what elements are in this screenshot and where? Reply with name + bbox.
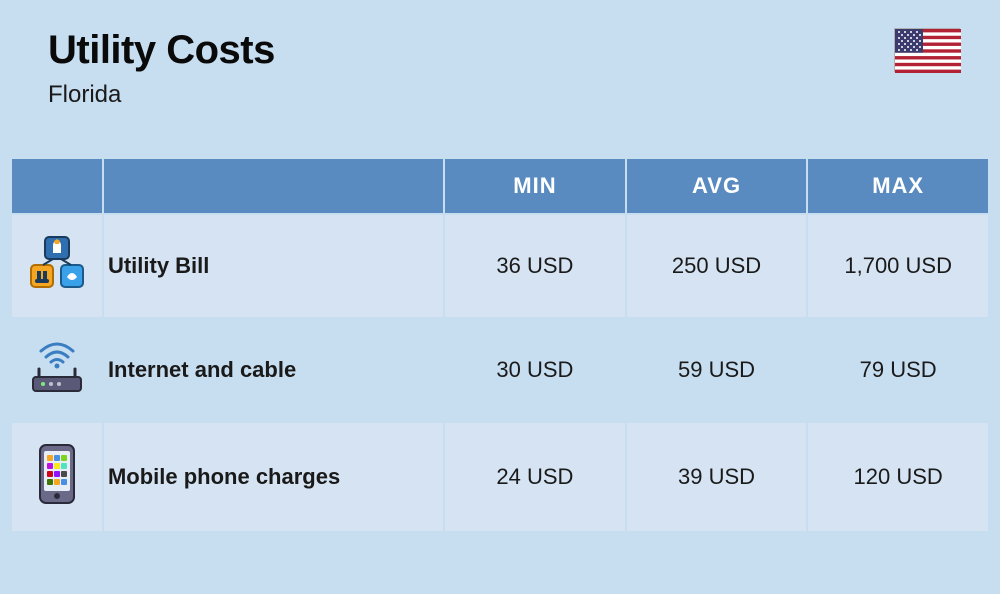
table-row: Internet and cable 30 USD 59 USD 79 USD bbox=[12, 319, 988, 421]
col-avg: AVG bbox=[627, 159, 807, 213]
row-avg: 59 USD bbox=[627, 319, 807, 421]
row-min: 36 USD bbox=[445, 215, 625, 317]
row-max: 79 USD bbox=[808, 319, 988, 421]
cost-table: MIN AVG MAX bbox=[10, 157, 990, 533]
page-subtitle: Florida bbox=[48, 81, 952, 109]
row-max: 120 USD bbox=[808, 423, 988, 531]
utility-icon bbox=[27, 235, 87, 297]
page-title: Utility Costs bbox=[48, 28, 952, 73]
phone-icon bbox=[36, 443, 78, 511]
col-icon bbox=[12, 159, 102, 213]
row-avg: 39 USD bbox=[627, 423, 807, 531]
row-min: 24 USD bbox=[445, 423, 625, 531]
row-min: 30 USD bbox=[445, 319, 625, 421]
router-icon bbox=[27, 339, 87, 401]
table-header-row: MIN AVG MAX bbox=[12, 159, 988, 213]
table-row: Utility Bill 36 USD 250 USD 1,700 USD bbox=[12, 215, 988, 317]
col-label bbox=[104, 159, 443, 213]
row-label: Internet and cable bbox=[104, 319, 443, 421]
table-row: Mobile phone charges 24 USD 39 USD 120 U… bbox=[12, 423, 988, 531]
row-label: Utility Bill bbox=[104, 215, 443, 317]
col-max: MAX bbox=[808, 159, 988, 213]
usa-flag-icon bbox=[894, 28, 960, 72]
col-min: MIN bbox=[445, 159, 625, 213]
row-max: 1,700 USD bbox=[808, 215, 988, 317]
row-label: Mobile phone charges bbox=[104, 423, 443, 531]
row-avg: 250 USD bbox=[627, 215, 807, 317]
